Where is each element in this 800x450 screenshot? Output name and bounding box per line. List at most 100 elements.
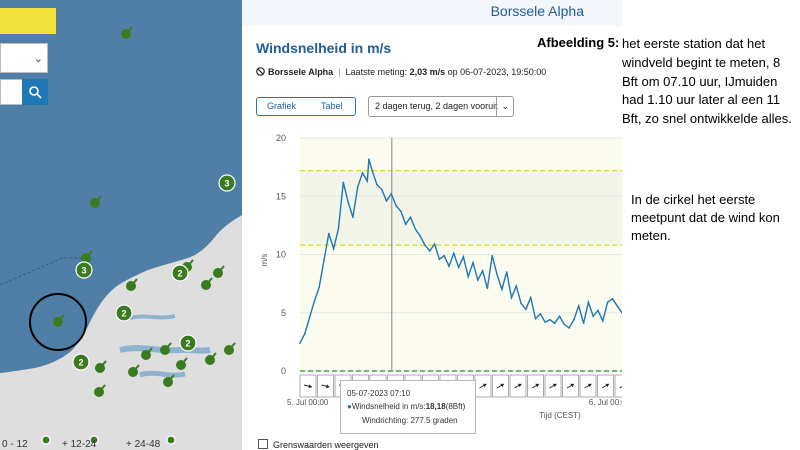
station-marker[interactable] [205, 352, 217, 365]
data-point [304, 332, 306, 335]
station-marker[interactable] [213, 265, 225, 278]
data-point [308, 316, 311, 319]
marker-arrow-icon [145, 347, 153, 356]
station-marker[interactable] [141, 347, 153, 360]
data-point [332, 247, 335, 250]
cluster-marker[interactable]: 2 [72, 353, 90, 371]
cluster-marker[interactable] [41, 435, 51, 445]
station-marker[interactable] [81, 250, 93, 263]
no-forecast-icon [256, 67, 265, 76]
station-marker[interactable] [126, 278, 138, 291]
meta-row: Borssele Alpha | Laatste meting: 2,03 m/s … [256, 67, 546, 77]
x-axis-label: Tijd (CEST) [539, 411, 581, 420]
data-point [342, 181, 345, 184]
cluster-marker[interactable]: 2 [171, 264, 189, 282]
marker-arrow-icon [217, 265, 225, 274]
wind-chart[interactable]: 0 5 10 15 20 m/s 5. Jul 00:00 6. Jul 00:00 Tijd … [242, 120, 622, 420]
sea-area [0, 0, 242, 373]
wind-direction-cell [614, 374, 622, 398]
station-marker[interactable] [160, 342, 172, 355]
wind-direction-cell [317, 374, 334, 398]
y-tick-label: 0 [281, 366, 286, 376]
data-point [534, 317, 537, 320]
wind-direction-cell [544, 374, 562, 398]
map-panel[interactable]: 3 3 2 2 2 2 ⌄ 0 - 12 + 12-24 + 24-48 [0, 0, 242, 450]
wind-direction-cell [579, 374, 597, 398]
cluster-count: 2 [177, 269, 182, 279]
marker-arrow-icon [94, 195, 102, 204]
data-point [371, 169, 373, 172]
wind-arrow-head-icon [535, 383, 539, 388]
wind-direction-cell [492, 374, 509, 398]
data-point [621, 311, 622, 314]
wind-direction-cell [597, 374, 614, 398]
tooltip-time: 05-07-2023 07:10 [347, 389, 411, 398]
station-panel: Borssele Alpha Windsnelheid in m/s Borss… [242, 0, 622, 450]
map-header-bar [0, 8, 56, 34]
wind-arrow-head-icon [587, 383, 592, 388]
marker-arrow-icon [167, 374, 175, 383]
cluster-marker[interactable]: 3 [218, 174, 236, 192]
station-marker[interactable] [176, 357, 188, 370]
station-marker[interactable] [90, 195, 102, 208]
data-point [496, 273, 498, 276]
data-point [481, 270, 484, 272]
station-marker[interactable] [201, 277, 213, 290]
data-point [472, 261, 474, 264]
data-point [452, 252, 455, 255]
station-marker[interactable] [95, 360, 107, 373]
cluster-dot [218, 174, 236, 192]
map-layer-select[interactable]: ⌄ [0, 43, 48, 73]
data-point [525, 308, 527, 311]
range-select[interactable]: 2 dagen terug, 2 dagen vooruit ⌄ [368, 96, 514, 117]
station-marker[interactable] [224, 342, 236, 355]
station-marker[interactable] [163, 374, 175, 387]
wind-arrow-head-icon [570, 383, 574, 388]
data-point [366, 180, 369, 182]
cluster-dot [72, 353, 90, 371]
data-point [428, 250, 431, 252]
cluster-dot [41, 435, 51, 445]
tab-grafiek[interactable]: Grafiek [267, 101, 297, 111]
station-markers[interactable]: 3 3 2 2 2 2 [41, 26, 236, 445]
cluster-marker[interactable]: 3 [75, 261, 93, 279]
cluster-marker[interactable] [89, 435, 99, 445]
cluster-dot [166, 435, 176, 445]
wind-arrow-head-icon [325, 384, 330, 389]
tooltip-bft: (8Bft) [445, 402, 466, 411]
cluster-marker[interactable] [166, 435, 176, 445]
cluster-count: 3 [224, 179, 229, 189]
station-marker[interactable] [94, 384, 106, 397]
station-marker[interactable] [128, 364, 140, 377]
tab-tabel[interactable]: Tabel [321, 101, 343, 111]
marker-arrow-icon [209, 352, 217, 361]
map-search-button[interactable] [22, 79, 48, 105]
chart-title: Windsnelheid in m/s [256, 40, 392, 56]
station-marker[interactable] [121, 26, 133, 39]
marker-arrow-icon [57, 314, 65, 323]
range-select-value: 2 dagen terug, 2 dagen vooruit [375, 101, 498, 111]
data-point [553, 322, 556, 325]
wind-direction-cell [299, 374, 317, 398]
data-point [573, 318, 575, 321]
legend-label: + 12-24 [62, 439, 97, 450]
data-point [601, 320, 604, 322]
threshold-toggle[interactable]: Grenswaarden weergeven [258, 439, 379, 450]
wind-arrow-head-icon [308, 384, 312, 389]
tooltip-label: Windsnelheid in m/s: [351, 402, 426, 411]
data-point [376, 183, 378, 186]
map-canvas[interactable]: 3 3 2 2 2 2 [0, 0, 242, 450]
map-search-input[interactable] [0, 79, 24, 105]
checkbox[interactable] [258, 439, 268, 449]
y-tick-label: 5 [281, 308, 286, 318]
view-tabs: Grafiek Tabel [256, 97, 356, 116]
cluster-marker[interactable]: 2 [115, 304, 133, 322]
data-point [592, 315, 594, 318]
cluster-marker[interactable]: 2 [179, 334, 197, 352]
marker-arrow-icon [228, 342, 236, 351]
marker-arrow-icon [85, 250, 93, 259]
station-marker[interactable] [53, 314, 65, 327]
data-point [597, 309, 599, 312]
station-header: Borssele Alpha [242, 0, 622, 26]
data-point [318, 286, 321, 288]
